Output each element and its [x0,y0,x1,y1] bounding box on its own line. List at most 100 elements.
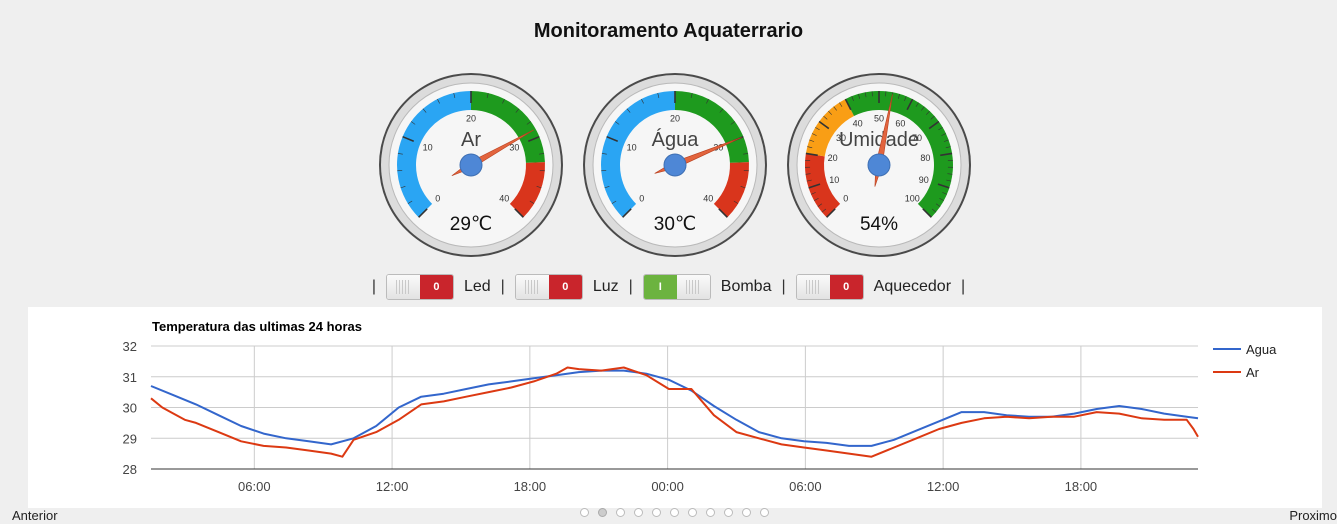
pager-dots [580,508,769,517]
gauge-minor-tick [422,108,427,113]
bomba-label: Bomba [720,278,772,295]
gauge-tick-label: 10 [627,143,637,153]
gauge-minor-tick [807,146,813,149]
gauge-tick-label: 50 [874,114,884,124]
gauge-minor-tick [657,92,660,98]
gauge-minor-tick [921,106,925,111]
bomba-switch[interactable]: I [642,274,711,300]
gauge-tick-label: 30 [509,143,519,153]
gauge-minor-tick [809,139,815,142]
led-switch[interactable]: 0 [385,274,454,300]
gauge-band [471,91,545,163]
aquecedor-switch[interactable]: 0 [795,274,864,300]
switch-handle[interactable] [515,275,549,299]
gauge-minor-tick [864,92,867,98]
gauge-minor-tick [931,208,937,213]
gauge-minor-tick [851,96,854,101]
gauge-minor-tick [858,93,861,99]
gauge-tick-label: 0 [639,194,644,204]
y-tick-label: 32 [123,339,137,354]
gauge-major-tick [718,208,728,218]
gauge-minor-tick [502,98,505,104]
switch-handle[interactable] [676,275,710,299]
gauge-label: Água [652,128,700,151]
separator: | [371,278,376,295]
gauge-minor-tick [938,127,943,131]
gauge-agua: 010203040Água30℃ [582,72,768,258]
switch-handle[interactable] [796,275,830,299]
gauge-tick-label: 10 [829,175,839,185]
bomba-switch-state: I [643,275,677,299]
pager-dot[interactable] [634,508,643,517]
separator: | [500,278,505,295]
luz-switch[interactable]: 0 [514,274,583,300]
gauge-major-tick [418,208,428,218]
pager-dot[interactable] [688,508,697,517]
pager-dot[interactable] [616,508,625,517]
series-line-ar [150,366,1199,458]
gauge-major-tick [922,208,932,218]
gauge-minor-tick [400,186,406,189]
gauge-minor-tick [833,106,837,111]
gauge-major-tick [826,208,836,218]
gauge-band [805,153,841,218]
gauge-tick-label: 80 [920,153,930,163]
x-tick-label: 06:00 [789,479,822,494]
gauge-major-tick [928,120,940,130]
pager-dot[interactable] [760,508,769,517]
pager-dot[interactable] [598,508,607,517]
gauge-tick-label: 20 [670,114,680,124]
gauge-minor-tick [942,192,948,195]
gauge-label: Ar [461,129,481,151]
gauge-umidade: 0 10 20 30 40 50 60 70 80 90 100 Umidade 54% [786,72,972,258]
gauge-minor-tick [947,173,953,175]
gauge-tick-label: 30 [836,133,846,143]
device-toggles: | 0 Led | 0 Luz | I Bomba | 0 Aquecedor … [0,272,1337,302]
pager-dot[interactable] [580,508,589,517]
gauge-minor-tick [806,179,812,182]
gauge-minor-tick [730,121,736,125]
previous-link[interactable]: Anterior [12,508,58,523]
pager-dot[interactable] [742,508,751,517]
gauge-tick-label: 40 [703,194,713,204]
y-tick-label: 30 [123,401,137,416]
series-line-agua [150,369,1199,447]
gauge-minor-tick [453,92,456,98]
gauge-minor-tick [839,102,843,107]
gauge-value: 29℃ [450,214,492,235]
pager-dot[interactable] [652,508,661,517]
gauge-minor-tick [536,186,542,189]
gauge-major-tick [808,183,821,189]
pager-dot[interactable] [706,508,715,517]
pager-dot[interactable] [724,508,733,517]
gauge-tick-label: 40 [499,194,509,204]
gauge-panel: 0 10 20 30 40 Ar 29℃ 0 10 20 30 40 Água 30℃ 0 10 20 30 4… [378,72,972,258]
gauge-minor-tick [946,179,952,182]
gauge-minor-tick [529,200,535,204]
gauge-minor-tick [437,98,440,104]
gauge-major-tick [937,183,950,189]
gauge-minor-tick [941,133,947,136]
gauge-minor-tick [943,139,949,142]
gauge-tick-label: 70 [912,133,922,143]
page-title: Monitoramento Aquaterrario [533,20,804,42]
gauge-minor-tick [614,121,620,125]
gauge-minor-tick [904,96,907,101]
switch-handle[interactable] [386,275,420,299]
gauge-minor-tick [810,192,816,195]
y-tick-label: 28 [123,462,137,477]
gauge-hub [459,153,483,177]
gauge-minor-tick [811,133,817,136]
gauge-major-tick [606,135,619,143]
gauge-major-tick [402,135,415,143]
gauge-hub [867,153,891,177]
gauge-minor-tick [823,115,828,120]
gauge-band [397,91,471,218]
gauge-major-tick [818,120,830,130]
led-label: Led [463,278,491,295]
gauge-value: 54% [860,214,898,235]
gauge-minor-tick [743,153,749,155]
next-link[interactable]: Proximo [1289,508,1337,523]
pager-dot[interactable] [670,508,679,517]
gauge-tick-label: 40 [853,119,863,129]
